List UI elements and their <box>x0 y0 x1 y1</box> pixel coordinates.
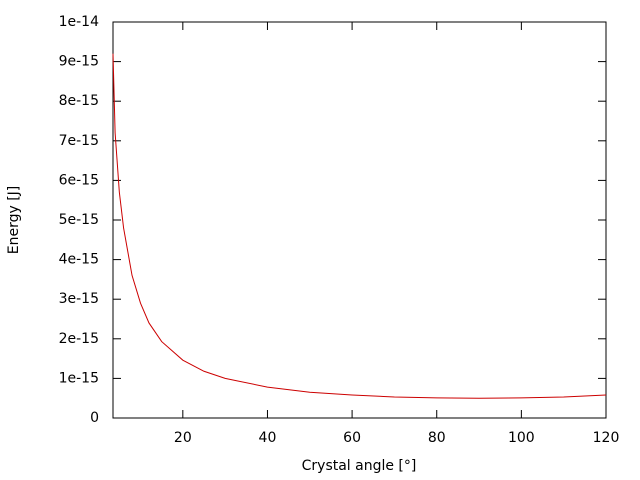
y-axis-label: Energy [J] <box>6 186 22 255</box>
y-tick-label: 1e-15 <box>59 370 99 386</box>
x-axis-label: Crystal angle [°] <box>302 458 417 474</box>
x-tick-label: 80 <box>428 430 446 446</box>
y-tick-label: 4e-15 <box>59 252 99 268</box>
y-tick-label: 1e-14 <box>59 14 99 30</box>
x-tick-label: 20 <box>174 430 192 446</box>
y-tick-label: 8e-15 <box>59 93 99 109</box>
x-tick-label: 40 <box>259 430 277 446</box>
y-tick-label: 6e-15 <box>59 172 99 188</box>
x-tick-label: 120 <box>593 430 620 446</box>
x-tick-label: 60 <box>343 430 361 446</box>
y-tick-label: 0 <box>90 410 99 426</box>
y-tick-label: 2e-15 <box>59 331 99 347</box>
y-tick-label: 9e-15 <box>59 54 99 70</box>
y-tick-label: 7e-15 <box>59 133 99 149</box>
x-tick-label: 100 <box>508 430 535 446</box>
y-tick-label: 3e-15 <box>59 291 99 307</box>
data-line <box>112 53 607 399</box>
y-tick-label: 5e-15 <box>59 212 99 228</box>
